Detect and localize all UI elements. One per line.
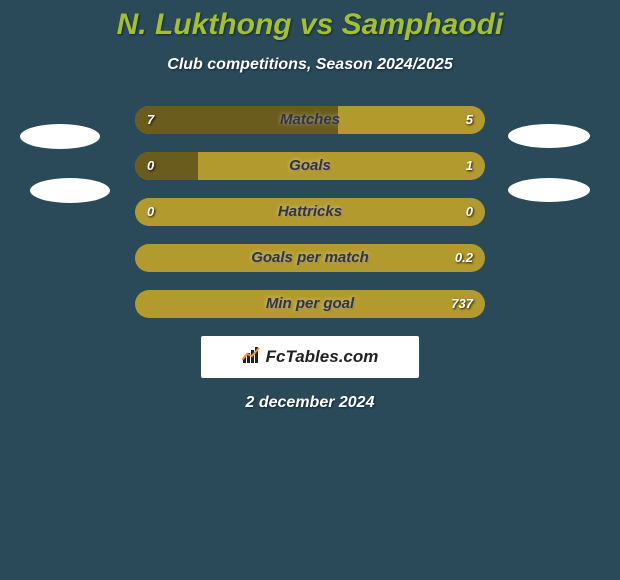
- stat-row: Hattricks0 0: [135, 198, 485, 226]
- stat-value-left: 0: [147, 152, 154, 180]
- stat-value-right: 1: [466, 152, 473, 180]
- source-badge[interactable]: FcTables.com: [201, 336, 419, 378]
- player-avatar: [20, 124, 100, 149]
- stat-value-left: 7: [147, 106, 154, 134]
- stat-row: Min per goal737: [135, 290, 485, 318]
- stat-label: Matches: [135, 106, 485, 134]
- stat-value-right: 0.2: [455, 244, 473, 272]
- source-badge-text: FcTables.com: [266, 347, 379, 367]
- stat-label: Goals per match: [135, 244, 485, 272]
- page-title: N. Lukthong vs Samphaodi: [0, 0, 620, 42]
- stat-rows: Matches75Goals01Hattricks00Goals per mat…: [135, 106, 485, 318]
- stat-value-left: 0: [147, 198, 154, 226]
- stat-value-right: 5: [466, 106, 473, 134]
- date-label: 2 december 2024: [0, 394, 620, 412]
- stat-value-right: 0: [466, 198, 473, 226]
- player-avatar: [508, 124, 590, 148]
- stat-row: Matches7 5: [135, 106, 485, 134]
- stat-value-right: 737: [451, 290, 473, 318]
- stat-label: Goals: [135, 152, 485, 180]
- subtitle: Club competitions, Season 2024/2025: [0, 56, 620, 74]
- player-avatar: [30, 178, 110, 203]
- stat-row: Goals0 1: [135, 152, 485, 180]
- stat-label: Min per goal: [135, 290, 485, 318]
- player-avatar: [508, 178, 590, 202]
- stat-label: Hattricks: [135, 198, 485, 226]
- comparison-card: N. Lukthong vs Samphaodi Club competitio…: [0, 0, 620, 580]
- stat-row: Goals per match0.2: [135, 244, 485, 272]
- chart-icon: [242, 346, 262, 369]
